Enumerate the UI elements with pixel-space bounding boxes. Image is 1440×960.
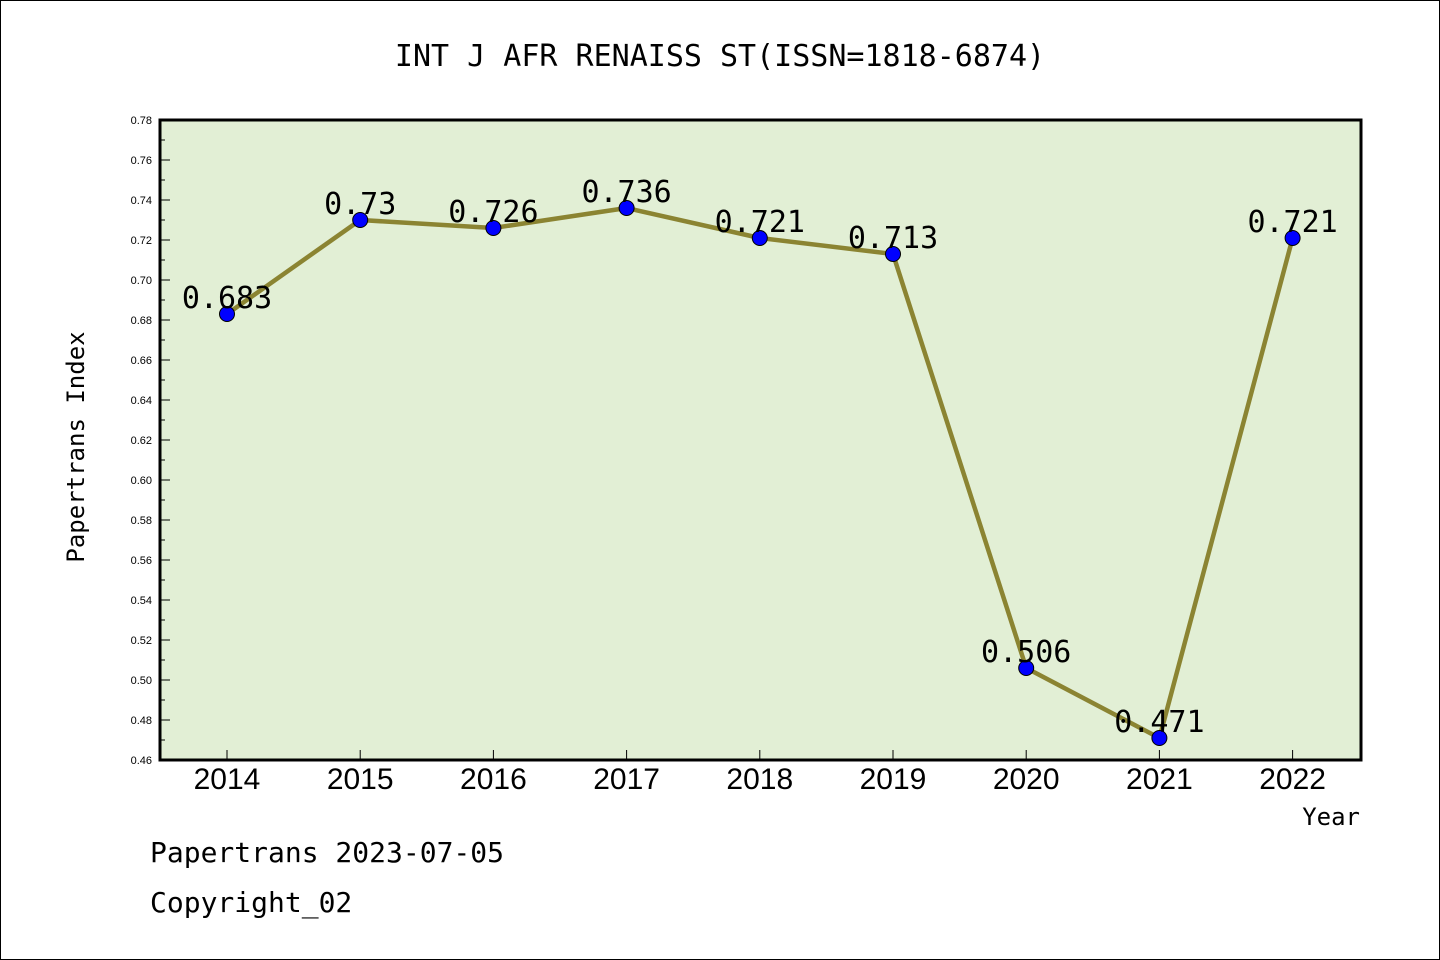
y-tick-label: 0.64 [131,395,152,407]
y-tick-label: 0.56 [131,555,152,567]
x-tick-label: 2018 [726,763,793,796]
data-point [485,220,502,236]
x-axis-label: Year [1302,803,1360,831]
footer-date: Papertrans 2023-07-05 [150,836,505,869]
data-point [1284,230,1301,246]
data-label: 0.713 [848,221,938,256]
data-label: 0.726 [448,195,538,230]
y-axis: 0.46 0.48 0.50 0.52 0.54 0.56 0.58 0.60 0.62 0.64… [131,115,170,767]
x-tick-label: 2016 [460,763,527,796]
footer-copyright: Copyright_02 [150,886,353,919]
data-point [1018,660,1035,676]
data-label: 0.736 [581,175,671,210]
y-tick-label: 0.66 [131,355,152,367]
chart-title: INT J AFR RENAISS ST(ISSN=1818-6874) [395,39,1045,74]
x-tick-label: 2019 [860,763,927,796]
data-label: 0.683 [182,281,272,316]
y-tick-label: 0.50 [131,675,152,687]
y-tick-label: 0.78 [131,115,152,127]
data-point [219,306,235,322]
y-tick-label: 0.76 [131,155,152,167]
y-tick-label: 0.54 [131,595,152,607]
data-point [751,230,768,246]
data-markers [219,200,1301,746]
data-point [352,212,369,228]
data-label: 0.73 [324,187,396,222]
data-label: 0.506 [981,635,1071,670]
x-tick-label: 2021 [1126,763,1193,796]
x-tick-label: 2015 [327,763,394,796]
data-label: 0.471 [1114,705,1204,740]
data-label: 0.721 [715,205,805,240]
x-tick-label: 2022 [1259,763,1326,796]
y-tick-label: 0.74 [131,195,152,207]
x-tick-label: 2020 [993,763,1060,796]
data-label: 0.721 [1247,205,1337,240]
data-point [618,200,635,216]
y-tick-label: 0.46 [131,755,152,767]
x-tick-label: 2017 [593,763,660,796]
data-point [885,246,901,262]
y-tick-label: 0.62 [131,435,152,447]
y-tick-label: 0.48 [131,715,152,727]
y-tick-label: 0.70 [131,275,152,287]
y-tick-label: 0.72 [131,235,152,247]
y-axis-label: Papertrans Index [62,331,90,562]
data-labels: 0.683 0.73 0.726 0.736 0.721 0.713 0.506 0.471 0… [182,175,1338,740]
y-tick-label: 0.68 [131,315,152,327]
data-point [1151,730,1168,746]
y-tick-label: 0.58 [131,515,152,527]
x-axis: 2014 2015 2016 2017 2018 2019 2020 2021 2022 [194,750,1326,796]
y-tick-label: 0.52 [131,635,152,647]
x-tick-label: 2014 [194,763,261,796]
y-tick-label: 0.60 [131,475,152,487]
